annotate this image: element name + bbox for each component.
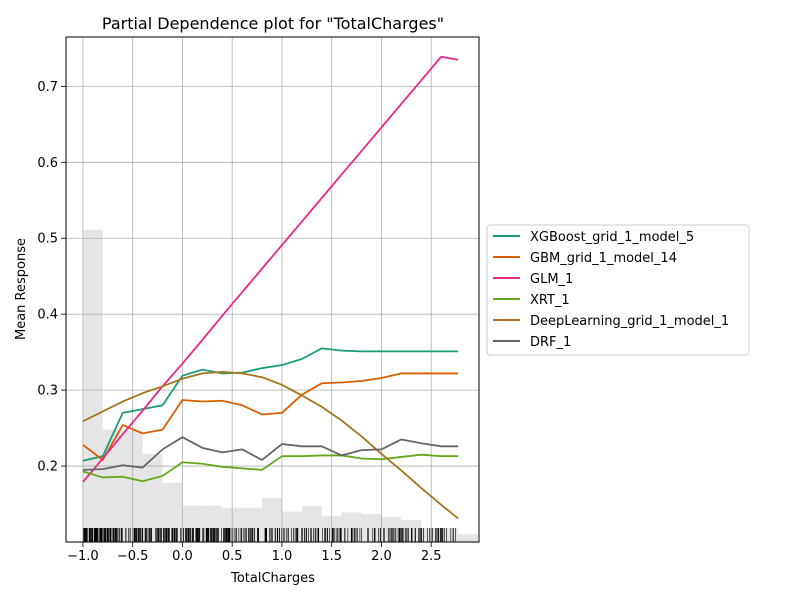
series-lines (82, 55, 459, 520)
legend-label: DeepLearning_grid_1_model_1 (530, 314, 729, 329)
histogram-bar (361, 513, 382, 542)
histogram-bar (341, 512, 362, 542)
series-line-XGBoost_grid_1_model_5 (82, 347, 459, 462)
y-tick-label: 0.7 (37, 80, 58, 95)
histogram (82, 229, 479, 543)
y-tick-label: 0.6 (37, 156, 58, 171)
series-line-DeepLearning_grid_1_model_1 (82, 370, 459, 520)
histogram-bar (242, 507, 263, 542)
y-tick-label: 0.4 (37, 308, 58, 323)
x-axis-label: TotalCharges (230, 571, 315, 586)
legend: XGBoost_grid_1_model_5 GBM_grid_1_model_1… (486, 224, 750, 356)
histogram-bar (441, 528, 459, 542)
series-line-XRT_1 (82, 453, 459, 483)
histogram-bar (162, 482, 183, 542)
histogram-bar (142, 453, 163, 542)
plot-frame (65, 36, 480, 543)
rug-marks (82, 528, 456, 542)
histogram-bar (301, 506, 322, 542)
y-tick-label: 0.2 (37, 460, 58, 475)
histogram-bar (381, 516, 402, 542)
grid-lines (66, 37, 479, 542)
chart-title: Partial Dependence plot for "TotalCharge… (102, 14, 444, 33)
x-tick-label: −1.0 (67, 549, 99, 564)
legend-label: XGBoost_grid_1_model_5 (530, 230, 694, 245)
histogram-bar (82, 229, 103, 543)
histogram-bar (202, 505, 223, 542)
histogram-bar (102, 429, 123, 542)
histogram-bar (458, 534, 479, 542)
legend-label: GBM_grid_1_model_14 (530, 251, 677, 266)
x-tick-label: 1.5 (321, 549, 342, 564)
legend-frame (486, 224, 750, 356)
x-ticks: −1.0 −0.5 0.0 0.5 1.0 1.5 2.0 2.5 (67, 542, 442, 564)
x-tick-label: 0.0 (172, 549, 193, 564)
x-tick-label: 0.5 (222, 549, 243, 564)
y-tick-label: 0.3 (37, 384, 58, 399)
x-tick-label: 2.0 (371, 549, 392, 564)
x-tick-label: −0.5 (117, 549, 149, 564)
y-axis-label: Mean Response (14, 238, 29, 340)
series-line-GBM_grid_1_model_14 (82, 372, 459, 461)
x-tick-label: 1.0 (272, 549, 293, 564)
legend-label: DRF_1 (530, 335, 571, 350)
legend-label: GLM_1 (530, 272, 573, 287)
series-line-DRF_1 (82, 436, 459, 471)
legend-label: XRT_1 (530, 293, 570, 308)
x-tick-label: 2.5 (421, 549, 442, 564)
y-ticks: 0.2 0.3 0.4 0.5 0.6 0.7 (37, 80, 66, 475)
histogram-bar (281, 511, 302, 542)
series-line-GLM_1 (82, 55, 459, 483)
y-tick-label: 0.5 (37, 232, 58, 247)
